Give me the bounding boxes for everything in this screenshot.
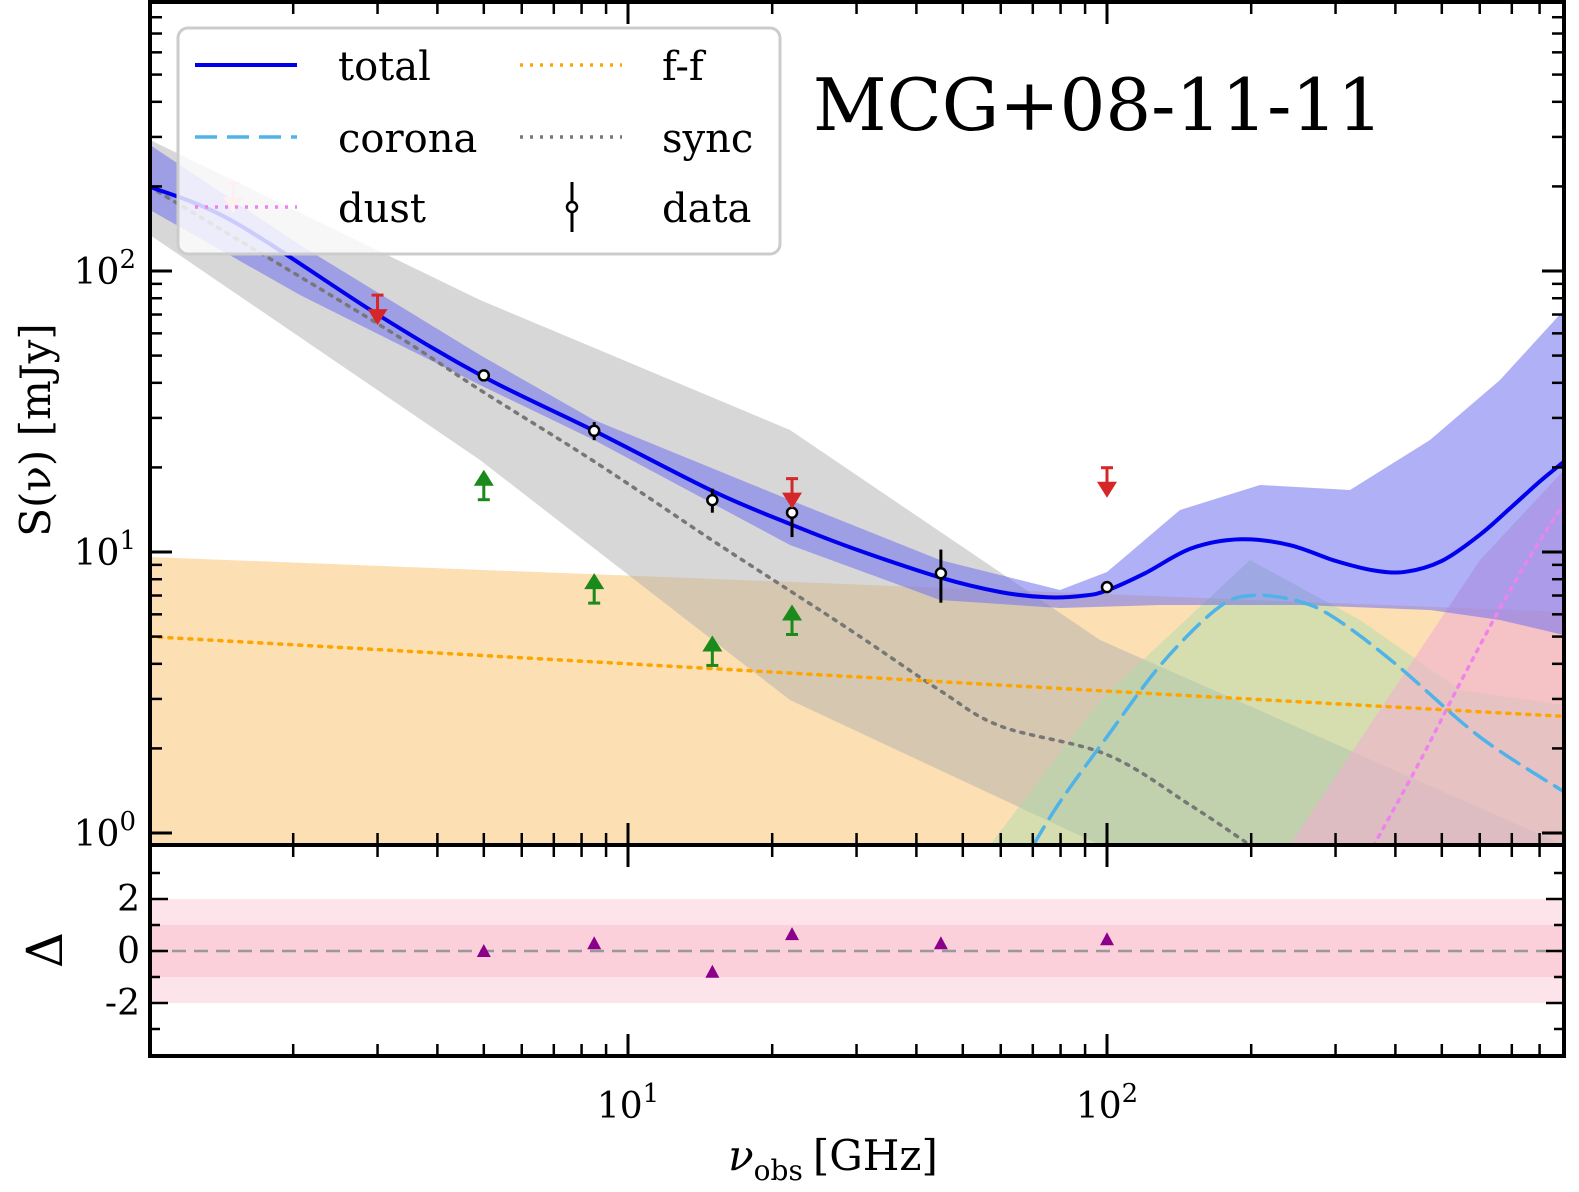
svg-text:data: data (662, 186, 751, 232)
y-tick-label: 102 (74, 245, 136, 293)
svg-text:total: total (338, 44, 431, 90)
svg-text:dust: dust (338, 186, 426, 232)
residual-point (785, 927, 800, 941)
data-point (477, 369, 491, 382)
x-tick-label: 101 (597, 1079, 659, 1127)
data-point (934, 549, 948, 603)
data-point (706, 488, 719, 513)
series-line-total (150, 184, 1564, 600)
uncertainty-bands (150, 140, 1564, 845)
x-tick-label: 102 (1076, 1079, 1138, 1127)
lower-limit-marker (473, 469, 494, 502)
lower-limit-marker (702, 635, 723, 667)
lower-limit-marker (584, 573, 605, 605)
legend-entry-data: data (565, 182, 751, 232)
x-axis-label: νobs [GHz] (728, 1131, 938, 1187)
residual-point (705, 964, 720, 978)
data-point (1100, 580, 1114, 594)
y-axis-label: S(ν) [mJy] (11, 323, 60, 537)
series-line-sync (150, 184, 1253, 845)
y-tick-label: 100 (74, 807, 136, 855)
legend: total corona dust f-f sync data (176, 26, 782, 256)
legend-entry-corona: corona (195, 116, 477, 162)
residual-tick-label: -2 (105, 983, 140, 1024)
upper-limit-marker (1097, 466, 1117, 498)
svg-text:corona: corona (338, 116, 477, 162)
legend-entry-sync: sync (520, 116, 753, 162)
residual-point (587, 936, 602, 950)
legend-entry-f-f: f-f (520, 44, 707, 90)
legend-entry-dust: dust (195, 186, 426, 232)
legend-entry-total: total (195, 44, 431, 90)
residual-point (1100, 932, 1114, 946)
total-band (150, 145, 1564, 635)
residual-point (476, 944, 491, 957)
residual-tick-label: 2 (117, 879, 140, 920)
series-line-f-f (150, 634, 1564, 719)
upper-limit-marker (367, 293, 388, 326)
data-point (587, 422, 601, 441)
svg-text:sync: sync (662, 116, 753, 162)
residual-axis-label: Δ (16, 932, 74, 968)
svg-text:f-f: f-f (662, 44, 707, 90)
residual-point (933, 936, 948, 950)
y-tick-label: 101 (74, 526, 136, 574)
lower-limit-marker (782, 604, 803, 636)
chart-title: MCG+08-11-11 (813, 63, 1383, 147)
sync-band (150, 140, 1564, 845)
upper-limit-marker (782, 477, 803, 509)
residual-tick-label: 0 (117, 931, 140, 972)
series-line-corona (1031, 593, 1564, 845)
